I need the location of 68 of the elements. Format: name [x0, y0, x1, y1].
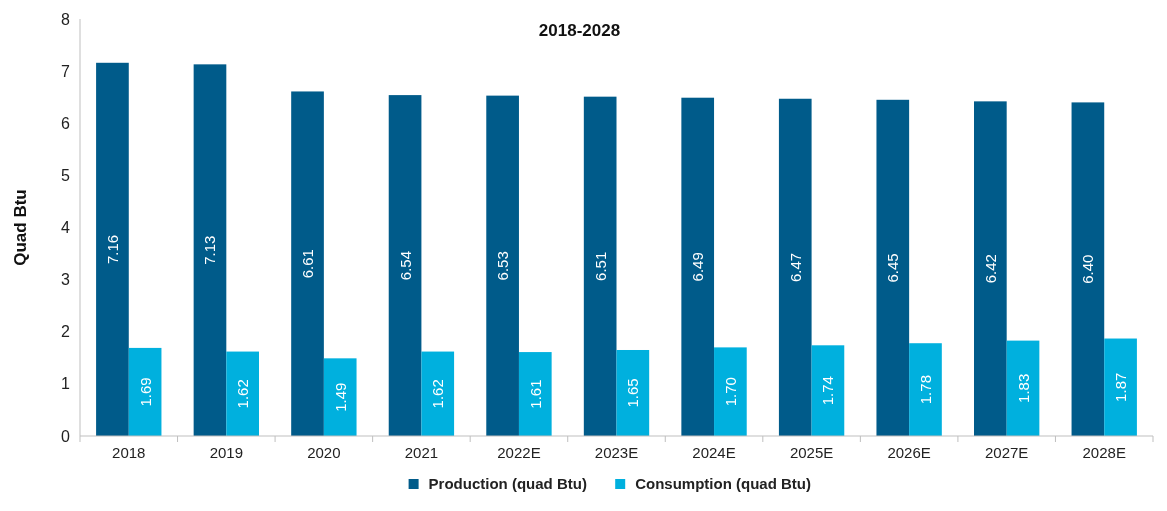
bar: [518, 352, 552, 436]
bar: [974, 101, 1007, 436]
bar: [1071, 102, 1105, 436]
bar: [226, 351, 259, 436]
x-tick-label: 2027E: [984, 444, 1029, 461]
x-tick-label: 2025E: [789, 444, 834, 461]
y-tick-label: 6: [61, 114, 71, 132]
y-tick-label: 1: [61, 375, 71, 393]
bar: [681, 97, 715, 436]
data-label: 6.51: [591, 251, 609, 281]
bar: [811, 345, 845, 436]
data-label: 6.45: [884, 253, 902, 283]
bar: [876, 99, 910, 436]
data-label: 7.13: [201, 235, 219, 265]
y-tick-label: 4: [61, 219, 71, 236]
data-label: 1.70: [721, 377, 739, 407]
y-tick-label: 3: [61, 271, 71, 289]
x-tick-label: 2020: [307, 444, 341, 461]
x-tick-label: 2018: [112, 444, 146, 461]
bar: [583, 96, 617, 436]
data-label: 1.65: [624, 378, 642, 408]
y-axis-title: Quad Btu: [11, 189, 30, 266]
data-label: 1.74: [819, 376, 837, 406]
y-tick-label: 2: [61, 323, 71, 341]
bar: [616, 349, 650, 436]
legend-label: Production (quad Btu): [428, 475, 587, 492]
x-tick-label: 2021: [404, 444, 439, 461]
data-label: 1.62: [429, 379, 447, 409]
bar: [96, 62, 129, 436]
x-tick-label: 2019: [209, 444, 244, 461]
chart-title: 2018-2028: [538, 21, 621, 40]
bar: [291, 91, 324, 436]
data-label: 6.49: [689, 252, 707, 282]
bar: [714, 347, 747, 436]
bar: [1006, 340, 1040, 436]
data-label: 6.47: [786, 252, 804, 282]
y-tick-label: 5: [61, 166, 71, 184]
data-label: 6.54: [396, 250, 414, 281]
bar: [323, 358, 357, 436]
data-label: 6.61: [299, 249, 317, 279]
data-label: 6.40: [1079, 254, 1097, 284]
y-tick-label: 7: [61, 62, 71, 80]
bar: [193, 64, 227, 436]
data-label: 1.78: [916, 375, 934, 405]
bar: [128, 347, 162, 436]
bar: [486, 95, 519, 436]
data-label: 1.83: [1014, 373, 1032, 403]
x-tick-label: 2026E: [887, 444, 931, 461]
legend-label: Consumption (quad Btu): [635, 475, 811, 492]
x-tick-label: 2023E: [594, 444, 639, 461]
bar: [421, 351, 455, 436]
bar: [1104, 338, 1137, 436]
bar: [909, 343, 942, 436]
data-label: 7.16: [103, 234, 121, 264]
data-label: 1.87: [1112, 372, 1130, 402]
data-label: 1.69: [136, 377, 154, 407]
data-label: 1.49: [331, 382, 349, 412]
y-tick-label: 8: [61, 10, 71, 28]
x-tick-label: 2024E: [692, 444, 736, 461]
data-label: 1.62: [234, 379, 252, 409]
data-label: 6.42: [981, 254, 999, 284]
data-label: 1.61: [526, 379, 544, 409]
bar: [778, 98, 812, 436]
bar: [388, 95, 422, 436]
x-tick-label: 2022E: [497, 444, 541, 461]
data-label: 6.53: [494, 251, 512, 281]
y-tick-label: 0: [61, 427, 71, 445]
x-tick-label: 2028E: [1082, 444, 1126, 461]
